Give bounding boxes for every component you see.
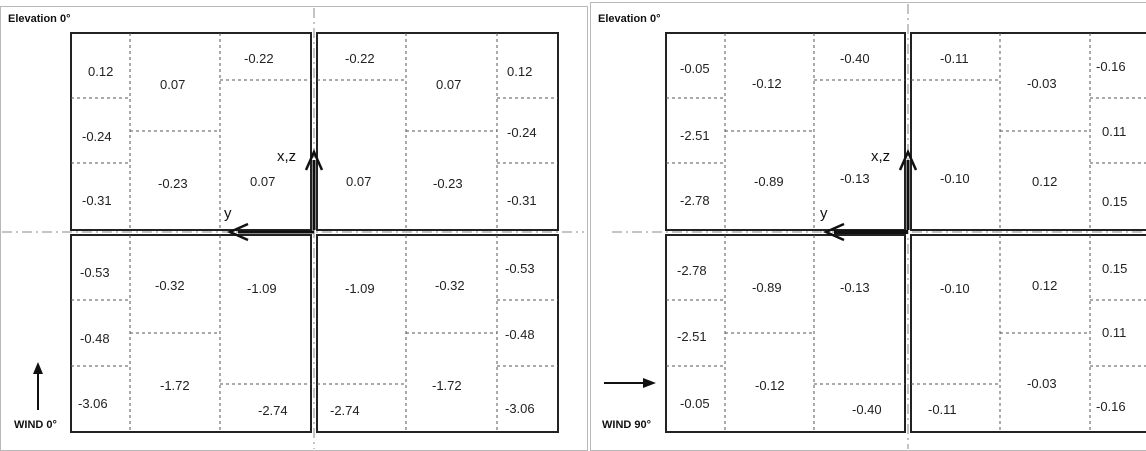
quadrant-bottom-right (316, 234, 559, 433)
axis-y-label: y (224, 205, 232, 222)
value-cell: -0.23 (158, 176, 188, 191)
value-cell: -3.06 (505, 401, 535, 416)
wind-90-panel: x,z y Elevation 0° WIND 90° -0.05 -0.12 … (590, 0, 1146, 451)
pressure-values: -0.05 -0.12 -0.40 -0.11 -0.03 -0.16 -2.5… (677, 51, 1127, 417)
axis-y-label: y (820, 205, 828, 222)
value-cell: -0.32 (155, 278, 185, 293)
value-cell: 0.07 (250, 174, 275, 189)
elevation-label: Elevation 0° (8, 13, 70, 25)
value-cell: -2.74 (258, 403, 288, 418)
value-cell: -0.24 (507, 125, 537, 140)
zone-grid (71, 33, 558, 432)
value-cell: -0.89 (754, 174, 784, 189)
value-cell: -1.09 (247, 281, 277, 296)
value-cell: -0.31 (82, 193, 112, 208)
wind-arrow-right-icon (643, 378, 656, 388)
y-axis-arrowhead-icon (822, 222, 845, 242)
value-cell: -0.48 (505, 327, 535, 342)
value-cell: 0.07 (160, 77, 185, 92)
value-cell: 0.07 (346, 174, 371, 189)
elevation-label: Elevation 0° (598, 13, 660, 25)
value-cell: -0.11 (928, 402, 957, 417)
value-cell: -0.12 (755, 378, 785, 393)
value-cell: -0.12 (752, 76, 782, 91)
value-cell: -0.31 (507, 193, 537, 208)
value-cell: 0.12 (507, 64, 532, 79)
quadrant-bottom-left (665, 234, 906, 433)
value-cell: -1.72 (432, 378, 462, 393)
value-cell: -0.48 (80, 331, 110, 346)
wind-arrow-up-icon (33, 362, 43, 374)
value-cell: -0.40 (852, 402, 882, 417)
wind-0-panel: x,z y Elevation 0° WIND 0° 0.12 0.07 -0.… (0, 6, 588, 451)
value-cell: 0.15 (1102, 261, 1127, 276)
value-cell: -0.22 (345, 51, 375, 66)
value-cell: -0.13 (840, 171, 870, 186)
value-cell: 0.11 (1102, 124, 1126, 139)
wind-label: WIND 0° (14, 419, 57, 431)
quadrant-bottom-right (910, 234, 1146, 433)
value-cell: -2.74 (330, 403, 360, 418)
local-axes (822, 148, 918, 242)
wind-label: WIND 90° (602, 419, 651, 431)
y-axis-arrowhead-icon (226, 222, 249, 242)
value-cell: -2.78 (680, 193, 710, 208)
value-cell: -0.10 (940, 171, 970, 186)
value-cell: -0.05 (680, 396, 710, 411)
zone-grid (666, 33, 1146, 432)
axis-xz-label: x,z (277, 148, 296, 165)
quadrant-top-right (910, 32, 1146, 231)
quadrant-top-right (316, 32, 559, 231)
wind-90-diagram: x,z y Elevation 0° WIND 90° -0.05 -0.12 … (598, 4, 1146, 449)
value-cell: -0.03 (1027, 76, 1057, 91)
value-cell: 0.12 (88, 64, 113, 79)
value-cell: -2.78 (677, 263, 707, 278)
value-cell: -2.51 (680, 128, 710, 143)
value-cell: 0.12 (1032, 174, 1057, 189)
quadrant-top-left (70, 32, 312, 231)
value-cell: -0.32 (435, 278, 465, 293)
value-cell: -0.10 (940, 281, 970, 296)
value-cell: -0.13 (840, 280, 870, 295)
value-cell: -0.53 (80, 265, 110, 280)
axis-xz-label: x,z (871, 148, 890, 165)
value-cell: -0.89 (752, 280, 782, 295)
value-cell: -3.06 (78, 396, 108, 411)
value-cell: -0.22 (244, 51, 274, 66)
value-cell: -0.53 (505, 261, 535, 276)
value-cell: -0.05 (680, 61, 710, 76)
value-cell: -2.51 (677, 329, 707, 344)
x-axis-arrowhead-icon (898, 148, 918, 171)
value-cell: -0.16 (1096, 399, 1126, 414)
pressure-values: 0.12 0.07 -0.22 -0.22 0.07 0.12 -0.24 -0… (78, 51, 537, 418)
value-cell: 0.15 (1102, 194, 1127, 209)
value-cell: -1.72 (160, 378, 190, 393)
value-cell: -1.09 (345, 281, 375, 296)
value-cell: 0.12 (1032, 278, 1057, 293)
value-cell: -0.03 (1027, 376, 1057, 391)
value-cell: -0.40 (840, 51, 870, 66)
wind-0-diagram: x,z y Elevation 0° WIND 0° 0.12 0.07 -0.… (2, 8, 584, 449)
quadrant-bottom-left (70, 234, 312, 433)
value-cell: -0.16 (1096, 59, 1126, 74)
value-cell: -0.24 (82, 129, 112, 144)
value-cell: -0.11 (940, 51, 969, 66)
value-cell: -0.23 (433, 176, 463, 191)
value-cell: 0.07 (436, 77, 461, 92)
x-axis-arrowhead-icon (304, 148, 324, 171)
value-cell: 0.11 (1102, 325, 1126, 340)
local-axes (226, 148, 324, 242)
quadrant-top-left (665, 32, 906, 231)
